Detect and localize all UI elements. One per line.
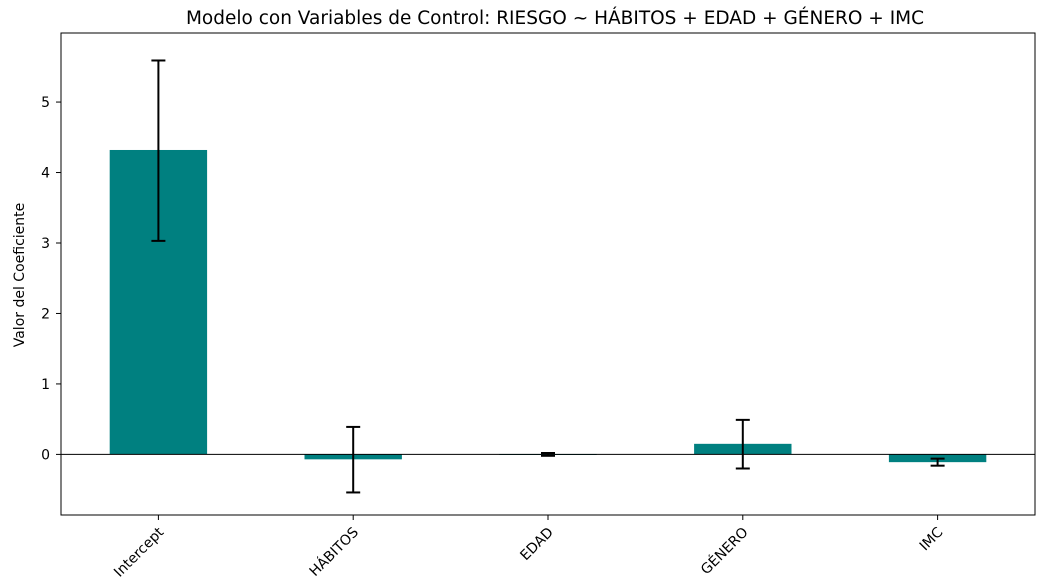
y-axis-label: Valor del Coeficiente [12, 203, 28, 348]
y-tick-label-0: 0 [41, 447, 50, 463]
x-tick-label-3: GÉNERO [697, 524, 751, 578]
y-tick-label-1: 1 [41, 377, 50, 393]
x-tick-label-4: IMC [917, 524, 947, 554]
y-tick-label-2: 2 [41, 306, 50, 322]
plot-area: 0 1 2 3 4 5 Intercept HÁBITOS EDAD GÉNERO IMC [41, 32, 1036, 581]
x-tick-label-0: Intercept [111, 524, 167, 580]
x-tick-label-2: EDAD [517, 525, 556, 564]
y-tick-label-3: 3 [41, 236, 50, 252]
y-tick-label-4: 4 [41, 166, 50, 182]
x-tick-label-1: HÁBITOS [306, 524, 362, 580]
chart-title: Modelo con Variables de Control: RIESGO … [186, 7, 924, 29]
y-tick-label-5: 5 [41, 95, 50, 111]
